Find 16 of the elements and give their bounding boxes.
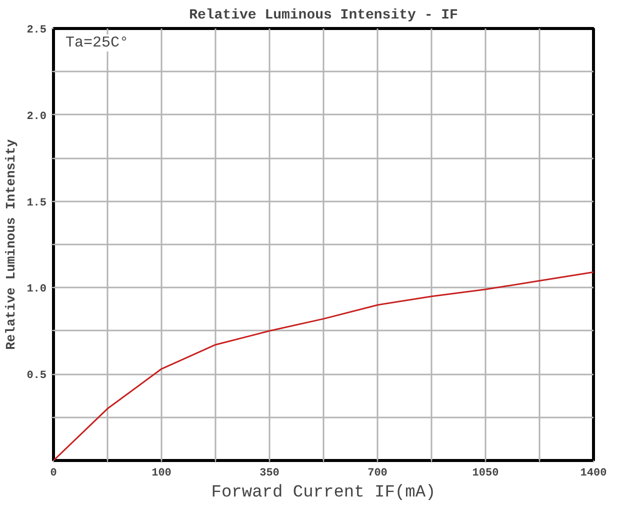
- y-tick-label: 2.5: [26, 24, 47, 36]
- y-tick-label: 2.0: [26, 110, 47, 123]
- x-tick-label: 0: [50, 468, 57, 480]
- x-tick-label: 1050: [472, 468, 499, 480]
- x-axis-title: Forward Current IF(mA): [211, 484, 436, 502]
- x-tick-label: 700: [368, 468, 388, 480]
- y-tick-label: 0.5: [26, 370, 47, 382]
- x-tick-label: 350: [260, 468, 280, 480]
- y-tick-label: 1.5: [26, 197, 47, 210]
- y-tick-label: 1.0: [26, 284, 47, 296]
- x-tick-label: 100: [152, 468, 172, 480]
- x-tick-label: 1400: [580, 468, 607, 480]
- annotation: Ta=25C°: [66, 34, 129, 52]
- y-axis-title: Relative Luminous Intensity: [4, 138, 19, 350]
- line-series: [54, 271, 594, 460]
- chart-title: Relative Luminous Intensity - IF: [189, 8, 458, 24]
